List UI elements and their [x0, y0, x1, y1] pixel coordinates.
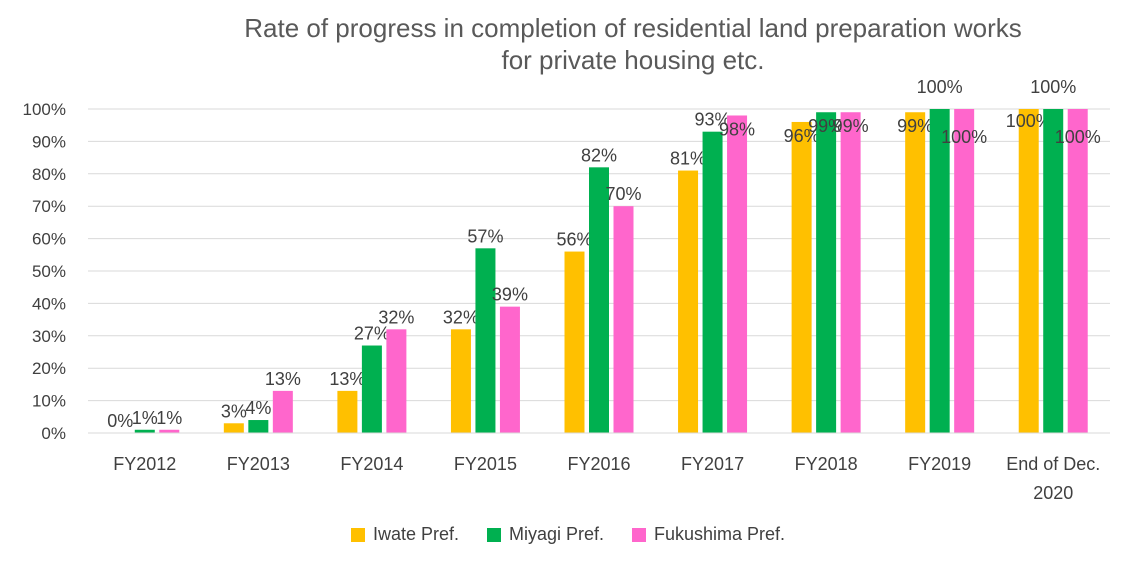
data-label: 82%	[581, 145, 617, 165]
data-label: 32%	[443, 307, 479, 327]
x-tick-label: FY2018	[795, 454, 858, 474]
data-label: 70%	[605, 184, 641, 204]
bar	[840, 112, 861, 434]
bar	[361, 345, 382, 433]
data-label: 1%	[156, 408, 182, 428]
x-tick-label: FY2019	[908, 454, 971, 474]
data-label: 81%	[670, 149, 706, 169]
bar	[564, 251, 585, 433]
bar	[337, 390, 358, 433]
chart-title: Rate of progress in completion of reside…	[0, 12, 1136, 76]
data-label: 100%	[1055, 127, 1101, 147]
legend-item: Miyagi Pref.	[486, 524, 605, 545]
legend-label: Miyagi Pref.	[508, 524, 605, 544]
legend: Iwate Pref. Miyagi Pref. Fukushima Pref.	[0, 524, 1136, 545]
bar	[1043, 109, 1064, 433]
legend-item: Iwate Pref.	[350, 524, 459, 545]
y-tick-label: 100%	[23, 100, 66, 119]
legend-label: Iwate Pref.	[372, 524, 459, 544]
bar	[678, 170, 699, 433]
data-label: 96%	[784, 126, 820, 146]
data-label: 13%	[265, 369, 301, 389]
y-tick-label: 10%	[32, 392, 66, 411]
bar-chart: 0% 10% 20% 30% 40% 50% 60% 70% 80% 90% 100% FY2012 F…	[23, 77, 1110, 503]
bar	[613, 206, 634, 433]
x-tick-label: FY2014	[340, 454, 403, 474]
x-tick-label: FY2017	[681, 454, 744, 474]
data-label: 99%	[833, 116, 869, 136]
y-tick-label: 30%	[32, 327, 66, 346]
bar	[475, 248, 496, 433]
bar	[905, 112, 926, 434]
bar	[134, 429, 155, 433]
chart-title-line1: Rate of progress in completion of reside…	[244, 13, 1022, 43]
bar	[954, 109, 975, 433]
data-label: 39%	[492, 285, 528, 305]
bar	[499, 306, 520, 433]
legend-swatch	[632, 527, 647, 542]
bar	[223, 423, 244, 433]
bar	[727, 115, 748, 433]
y-tick-label: 60%	[32, 230, 66, 249]
x-tick-label: FY2016	[567, 454, 630, 474]
y-tick-label: 20%	[32, 359, 66, 378]
y-tick-label: 0%	[41, 424, 66, 443]
data-label: 4%	[245, 398, 271, 418]
y-tick-label: 80%	[32, 165, 66, 184]
bar	[272, 390, 293, 433]
data-label: 98%	[719, 119, 755, 139]
legend-label: Fukushima Pref.	[654, 524, 786, 544]
bar	[450, 329, 471, 433]
bar	[1018, 109, 1039, 433]
bar	[929, 109, 950, 433]
data-label: 3%	[221, 401, 247, 421]
data-label: 100%	[1030, 77, 1076, 97]
data-label: 0%	[107, 411, 133, 431]
y-tick-label: 50%	[32, 262, 66, 281]
x-tick-label: FY2012	[113, 454, 176, 474]
data-label: 57%	[467, 226, 503, 246]
data-label: 100%	[1006, 111, 1052, 131]
data-label: 32%	[378, 307, 414, 327]
data-label: 1%	[132, 408, 158, 428]
data-label: 99%	[897, 116, 933, 136]
data-label: 99%	[808, 116, 844, 136]
x-tick-label: FY2015	[454, 454, 517, 474]
bar	[159, 429, 180, 433]
data-label: 27%	[354, 324, 390, 344]
x-tick-label: FY2013	[227, 454, 290, 474]
bar	[589, 167, 609, 433]
data-label: 93%	[695, 110, 731, 130]
y-tick-label: 40%	[32, 294, 66, 313]
x-tick-label: End of Dec.	[1006, 454, 1100, 474]
data-label: 100%	[917, 77, 963, 97]
legend-item: Fukushima Pref.	[632, 524, 785, 545]
chart-title-line2: for private housing etc.	[501, 45, 765, 75]
bar	[386, 329, 407, 433]
bar	[702, 131, 723, 433]
x-tick-label: 2020	[1033, 483, 1073, 503]
data-label: 100%	[941, 127, 987, 147]
data-label: 56%	[556, 230, 592, 250]
legend-swatch	[486, 527, 501, 542]
bar	[816, 112, 837, 434]
bar	[248, 420, 269, 433]
y-tick-label: 90%	[32, 132, 66, 151]
legend-swatch	[350, 527, 365, 542]
bar	[1067, 109, 1088, 433]
data-label: 13%	[329, 369, 365, 389]
y-tick-label: 70%	[32, 197, 66, 216]
bar	[791, 121, 812, 434]
